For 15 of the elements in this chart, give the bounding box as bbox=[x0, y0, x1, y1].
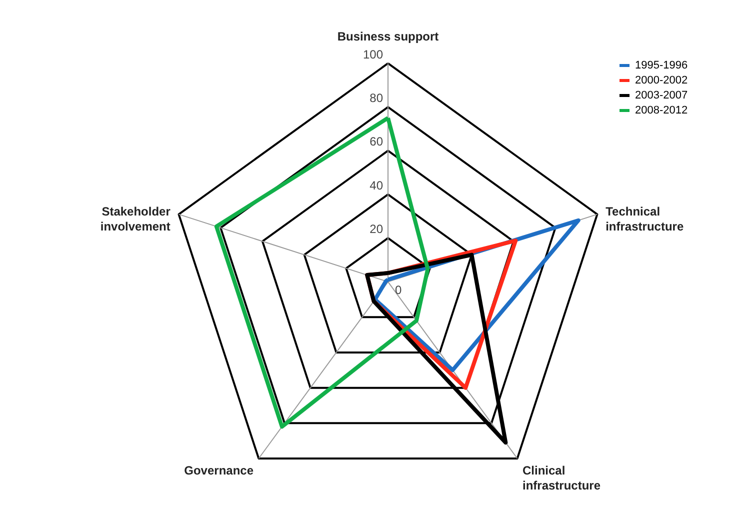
legend-label: 2008-2012 bbox=[635, 104, 688, 116]
spoke-label: Clinical infrastructure bbox=[522, 464, 601, 493]
spoke-label: Technical infrastructure bbox=[606, 204, 684, 234]
spoke-label: Stakeholder involvement bbox=[100, 204, 171, 234]
y-tick-label: 60 bbox=[370, 134, 384, 149]
y-tick-label: 100 bbox=[362, 47, 384, 62]
legend-label: 1995-1996 bbox=[635, 60, 688, 72]
legend-label: 2000-2002 bbox=[635, 74, 688, 86]
spoke-label: Governance bbox=[184, 464, 254, 478]
legend-label: 2003-2007 bbox=[635, 90, 688, 102]
y-tick-label: 20 bbox=[370, 222, 384, 236]
y-tick-label: 0 bbox=[395, 282, 402, 297]
spoke-label: Business support bbox=[337, 30, 439, 44]
y-tick-label: 80 bbox=[370, 91, 384, 106]
y-tick-label: 40 bbox=[370, 178, 384, 192]
